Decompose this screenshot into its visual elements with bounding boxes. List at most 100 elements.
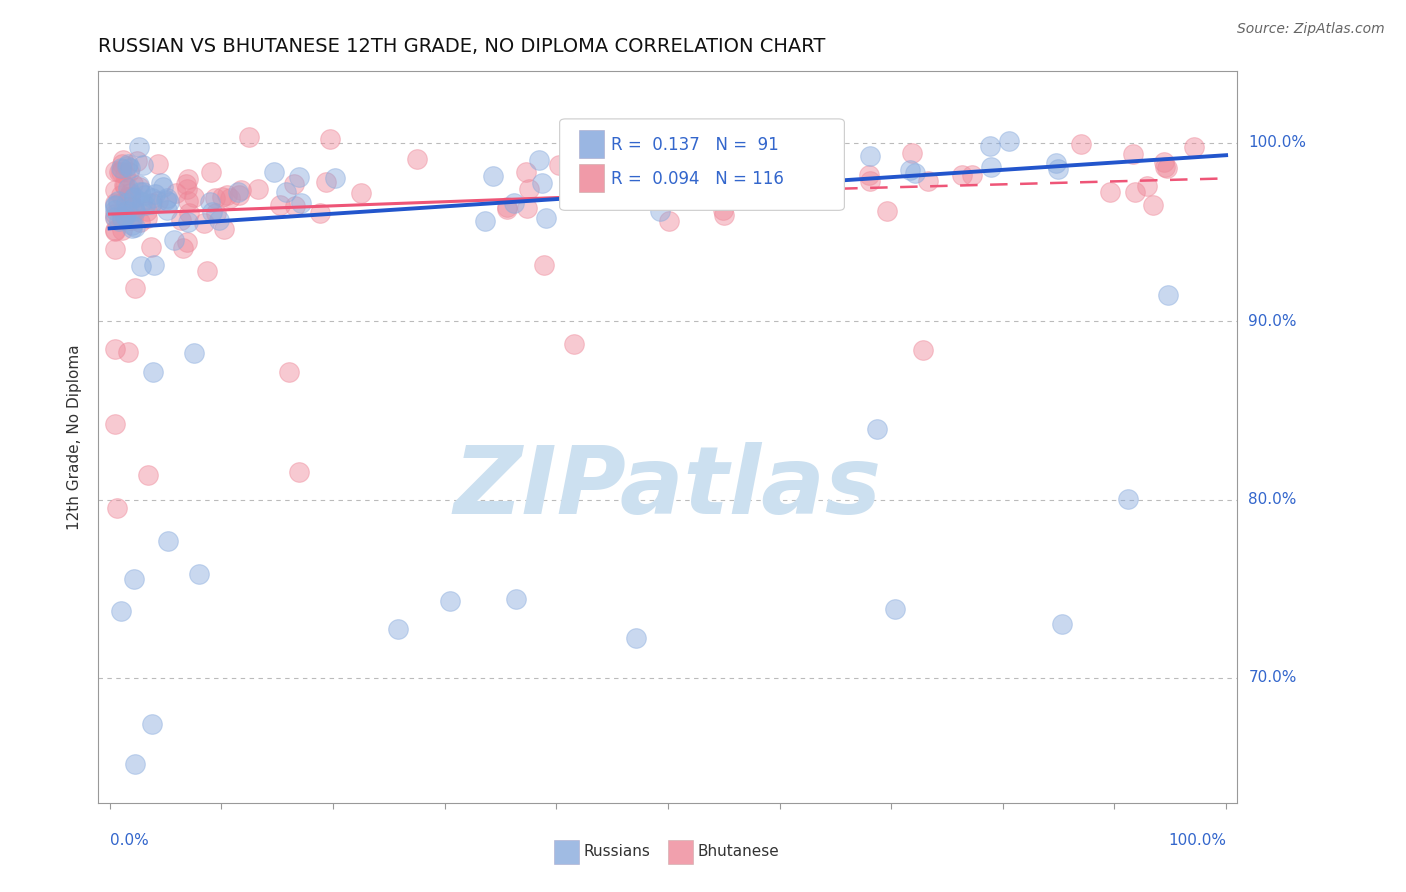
- Text: R =  0.137   N =  91: R = 0.137 N = 91: [610, 136, 779, 153]
- Point: [156, 534, 179, 549]
- Point: [155, 193, 177, 207]
- Point: [104, 242, 127, 256]
- Point: [917, 174, 939, 188]
- Point: [156, 191, 179, 205]
- Point: [406, 152, 429, 166]
- Point: [105, 501, 128, 516]
- Point: [278, 365, 301, 379]
- Point: [218, 191, 240, 205]
- Point: [118, 165, 141, 179]
- Point: [496, 200, 519, 214]
- Point: [624, 631, 647, 645]
- Point: [104, 207, 127, 221]
- Point: [998, 135, 1021, 149]
- Point: [319, 132, 342, 146]
- Point: [110, 161, 132, 176]
- Point: [112, 178, 135, 193]
- Point: [531, 176, 554, 190]
- Point: [172, 241, 194, 255]
- Point: [904, 166, 927, 180]
- Point: [135, 203, 157, 218]
- Point: [129, 259, 152, 273]
- Point: [127, 153, 149, 168]
- Point: [586, 173, 609, 187]
- Point: [110, 187, 132, 202]
- Point: [156, 203, 179, 218]
- Text: Bhutanese: Bhutanese: [697, 845, 779, 859]
- Point: [143, 258, 166, 272]
- Point: [176, 181, 198, 195]
- Point: [309, 205, 332, 219]
- Point: [146, 157, 169, 171]
- Point: [228, 187, 250, 202]
- Point: [643, 186, 665, 201]
- FancyBboxPatch shape: [560, 119, 845, 211]
- Text: 70.0%: 70.0%: [1249, 671, 1296, 685]
- Point: [505, 592, 527, 607]
- Point: [183, 345, 205, 359]
- Point: [104, 198, 127, 212]
- Point: [120, 186, 142, 201]
- Point: [131, 194, 153, 209]
- Point: [104, 211, 127, 226]
- Point: [1184, 140, 1206, 154]
- Point: [858, 168, 880, 182]
- Point: [114, 210, 136, 224]
- Point: [111, 157, 134, 171]
- Text: 100.0%: 100.0%: [1168, 833, 1226, 848]
- Point: [104, 202, 127, 217]
- Point: [118, 193, 141, 207]
- Point: [201, 205, 224, 219]
- Point: [658, 214, 681, 228]
- Point: [176, 194, 198, 208]
- Point: [533, 258, 555, 272]
- Point: [176, 235, 198, 250]
- Point: [110, 165, 132, 179]
- Point: [786, 155, 808, 169]
- Point: [121, 221, 143, 235]
- Point: [136, 468, 159, 483]
- Point: [141, 717, 163, 731]
- Point: [950, 169, 973, 183]
- Point: [503, 196, 526, 211]
- Point: [157, 195, 180, 210]
- Text: R =  0.094   N = 116: R = 0.094 N = 116: [610, 169, 783, 188]
- Point: [117, 157, 139, 171]
- Point: [115, 196, 138, 211]
- Point: [122, 201, 145, 215]
- Point: [142, 365, 165, 379]
- Point: [124, 219, 146, 234]
- Point: [1153, 155, 1175, 169]
- Point: [152, 180, 174, 194]
- Bar: [579, 130, 605, 158]
- Point: [1070, 136, 1092, 151]
- Point: [1156, 161, 1178, 176]
- Point: [121, 198, 143, 212]
- Point: [1050, 617, 1073, 632]
- Point: [884, 602, 907, 616]
- Point: [387, 622, 409, 636]
- Point: [814, 181, 837, 195]
- Point: [474, 214, 496, 228]
- Point: [111, 223, 134, 237]
- Point: [174, 177, 197, 191]
- Point: [211, 190, 233, 204]
- Text: Russians: Russians: [583, 845, 651, 859]
- Point: [114, 179, 136, 194]
- Point: [859, 149, 882, 163]
- Point: [900, 163, 922, 178]
- Text: RUSSIAN VS BHUTANESE 12TH GRADE, NO DIPLOMA CORRELATION CHART: RUSSIAN VS BHUTANESE 12TH GRADE, NO DIPL…: [98, 37, 825, 56]
- Point: [1157, 288, 1180, 302]
- Point: [114, 168, 136, 182]
- Point: [124, 757, 146, 772]
- Point: [1136, 178, 1159, 193]
- Point: [146, 194, 169, 209]
- Point: [516, 201, 538, 215]
- Point: [193, 216, 215, 230]
- Point: [104, 417, 127, 431]
- Text: 100.0%: 100.0%: [1249, 136, 1306, 150]
- Point: [1121, 147, 1143, 161]
- Point: [558, 171, 581, 186]
- Point: [177, 206, 200, 220]
- Point: [134, 187, 156, 202]
